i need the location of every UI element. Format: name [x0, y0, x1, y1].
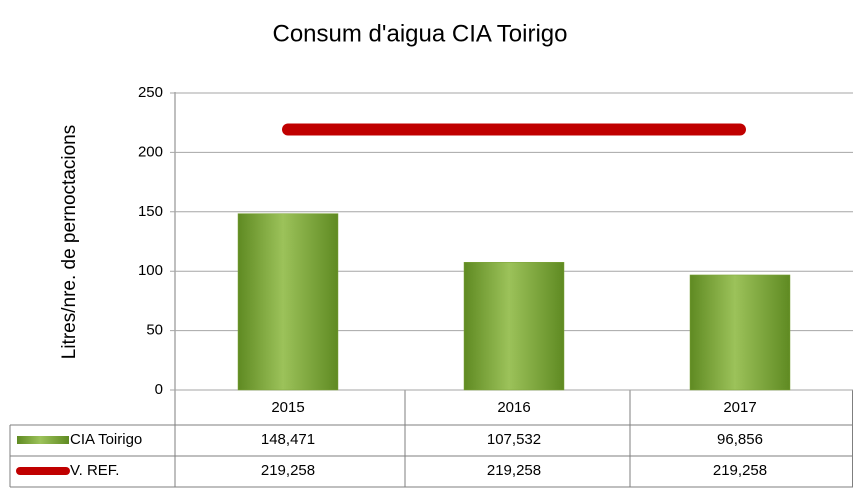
- bar: [689, 274, 791, 391]
- legend-label: CIA Toirigo: [70, 431, 142, 448]
- y-tick-label: 50: [146, 322, 163, 339]
- y-tick-label: 250: [138, 84, 163, 101]
- x-tick-label: 2017: [723, 399, 756, 416]
- table-value: 96,856: [717, 431, 763, 448]
- table-value: 107,532: [487, 431, 541, 448]
- chart-title: Consum d'aigua CIA Toirigo: [273, 20, 568, 47]
- y-tick-label: 0: [155, 381, 163, 398]
- y-tick-label: 100: [138, 262, 163, 279]
- data-table: [9, 92, 853, 488]
- x-tick-label: 2015: [271, 399, 304, 416]
- bar: [463, 262, 565, 391]
- table-value: 219,258: [487, 462, 541, 479]
- y-axis-title: Litres/nre. de pernoctacions: [59, 125, 80, 359]
- x-tick-label: 2016: [497, 399, 530, 416]
- legend-key: [17, 436, 69, 444]
- table-value: 219,258: [261, 462, 315, 479]
- table-value: 219,258: [713, 462, 767, 479]
- y-tick-label: 150: [138, 203, 163, 220]
- bar: [237, 213, 339, 391]
- table-value: 148,471: [261, 431, 315, 448]
- y-tick-label: 200: [138, 143, 163, 160]
- legend-label: V. REF.: [70, 462, 119, 479]
